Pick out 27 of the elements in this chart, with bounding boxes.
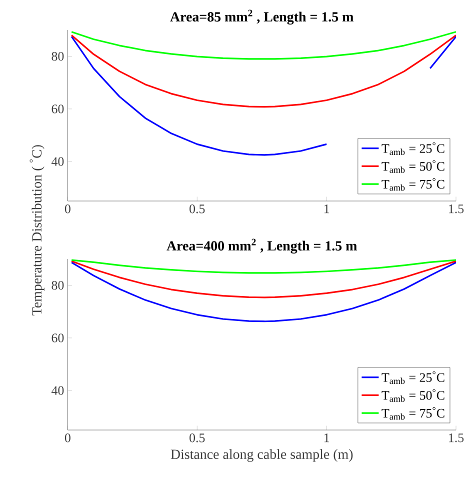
legend-label: T$_{amb}$ = 50$^{°}$C: [382, 389, 444, 402]
y-axis-title: Temperature Distribution ( $^{°}$C): [30, 145, 44, 316]
y-tick-label: 40: [51, 157, 64, 166]
y-tick-label: 60: [52, 334, 64, 342]
x-tick-label: 1: [324, 204, 330, 214]
line-series: [70, 260, 456, 298]
legend-label: T$_{amb}$ = 50$^{°}$C: [382, 160, 444, 173]
line-series: [70, 262, 456, 322]
legend-label: T$_{amb}$ = 25$^{°}$C: [382, 371, 444, 384]
x-tick-label: 0: [64, 204, 70, 214]
x-tick-label: 0: [64, 434, 70, 442]
x-tick-label: 1: [324, 434, 330, 442]
y-tick-label: 60: [52, 104, 64, 114]
legend-label: T$_{amb}$ = 75$^{°}$C: [382, 407, 444, 420]
x-tick-label: 1.5: [449, 204, 464, 214]
x-tick-label: 0.5: [190, 204, 205, 214]
y-tick-label: 40: [51, 386, 64, 395]
legend-label: T$_{amb}$ = 75$^{°}$C: [382, 178, 444, 191]
y-tick-label: 80: [52, 280, 64, 290]
y-tick-label: 80: [52, 52, 64, 61]
x-tick-label: 0.5: [190, 434, 205, 442]
x-axis-title: Distance along cable sample (m): [170, 449, 353, 462]
line-series: [70, 34, 456, 108]
chart-title: Area=400 mm$^{2}$ , Length = 1.5 m: [166, 238, 357, 254]
chart-title: Area=85 mm$^{2}$ , Length = 1.5 m: [170, 10, 354, 25]
legend-label: T$_{amb}$ = 25$^{°}$C: [382, 142, 444, 156]
x-tick-label: 1.5: [449, 434, 464, 442]
